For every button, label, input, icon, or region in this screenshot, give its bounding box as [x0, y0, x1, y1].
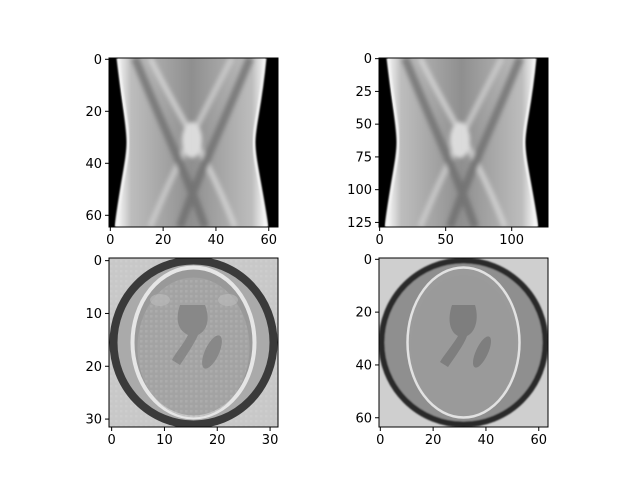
y-tick-label: 40 [355, 358, 372, 373]
y-tick-label: 0 [364, 253, 372, 268]
y-tick-label: 60 [355, 411, 372, 426]
panel-sinogram-64: 0 20 40 60 0 20 40 60 [85, 53, 279, 248]
image-sinogram-64 [109, 58, 278, 227]
x-tick-label: 50 [437, 233, 454, 248]
y-tick-label: 75 [355, 150, 372, 165]
axis-ticks: 0 20 40 60 0 20 40 60 [85, 53, 277, 248]
y-tick-label: 0 [94, 254, 102, 269]
axis-ticks: 0 50 100 0 25 50 75 100 125 [347, 52, 524, 248]
x-tick-label: 40 [208, 233, 225, 248]
panel-reconstruction-32: 0 10 20 30 0 10 20 30 [85, 254, 279, 448]
axis-ticks: 0 20 40 60 0 20 40 60 [355, 253, 547, 448]
x-tick-label: 0 [376, 233, 384, 248]
y-tick-label: 20 [355, 306, 372, 321]
axes-frame [378, 257, 549, 428]
x-tick-label: 100 [499, 233, 524, 248]
axes-frame [108, 257, 279, 428]
x-tick-label: 30 [262, 433, 279, 448]
y-tick-label: 20 [85, 105, 102, 120]
y-tick-label: 20 [85, 360, 102, 375]
y-tick-label: 100 [347, 183, 372, 198]
axis-ticks: 0 10 20 30 0 10 20 30 [85, 254, 278, 448]
y-tick-label: 0 [364, 52, 372, 67]
y-tick-label: 10 [85, 307, 102, 322]
y-tick-label: 40 [85, 157, 102, 172]
image-reconstruction-64 [379, 258, 548, 427]
x-tick-label: 10 [156, 433, 173, 448]
panel-reconstruction-64: 0 20 40 60 0 20 40 60 [355, 253, 549, 448]
x-tick-label: 0 [108, 433, 116, 448]
y-tick-label: 30 [85, 413, 102, 428]
x-tick-label: 60 [260, 233, 277, 248]
panel-sinogram-128: 0 50 100 0 25 50 75 100 125 [347, 52, 549, 248]
x-tick-label: 60 [530, 433, 547, 448]
image-reconstruction-32 [109, 258, 278, 427]
y-tick-label: 50 [355, 118, 372, 133]
x-tick-label: 0 [106, 233, 114, 248]
axes-frame [378, 57, 549, 228]
axes-frame [108, 57, 279, 228]
x-tick-label: 0 [376, 433, 384, 448]
y-tick-label: 25 [355, 85, 372, 100]
y-tick-label: 0 [94, 53, 102, 68]
x-tick-label: 20 [425, 433, 442, 448]
image-sinogram-128 [379, 58, 548, 227]
x-tick-label: 20 [155, 233, 172, 248]
y-tick-label: 125 [347, 216, 372, 231]
y-tick-label: 60 [85, 209, 102, 224]
x-tick-label: 20 [209, 433, 226, 448]
x-tick-label: 40 [478, 433, 495, 448]
